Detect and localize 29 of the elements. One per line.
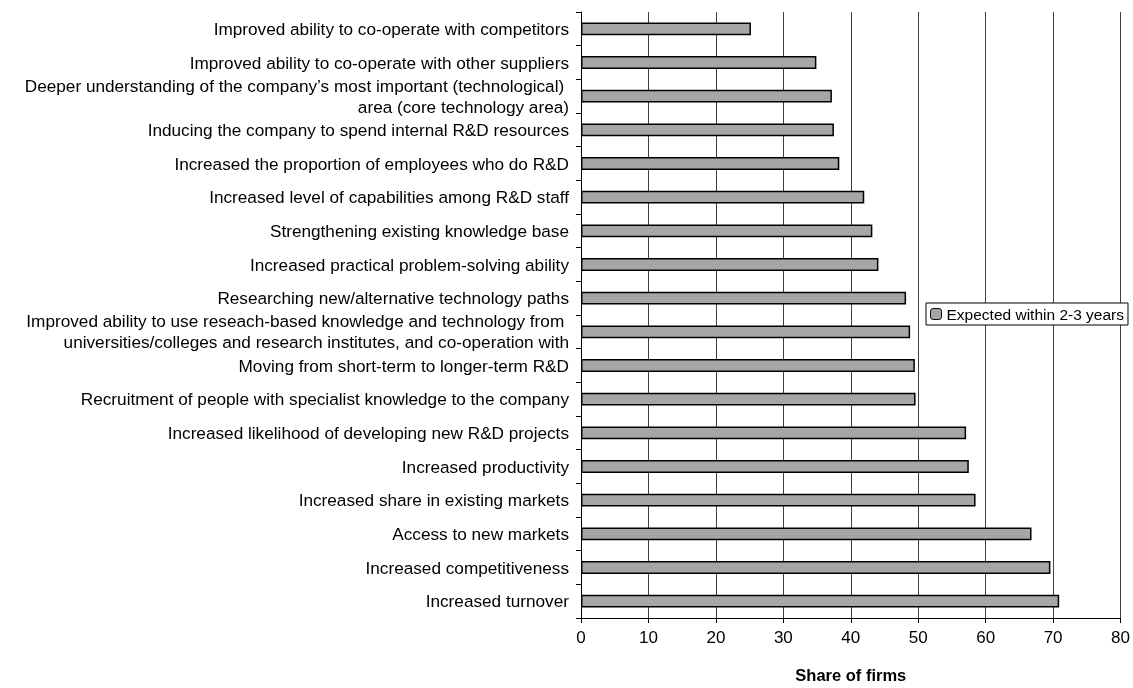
y-tick-label: Inducing the company to spend internal R&D resources: [147, 119, 569, 140]
y-tick-label: Moving from short-term to longer-term R&D: [238, 355, 569, 376]
y-tick-label: Increased level of capabilities among R&D staff: [209, 187, 570, 208]
y-tick-label: Increased practical problem-solving ability: [249, 254, 570, 275]
y-tick-label: Increased competitiveness: [365, 557, 569, 578]
y-tick-label: Deeper understanding of the company’s most important (technological) area (core technology area): [24, 75, 569, 117]
x-tick-label: 0: [576, 628, 586, 647]
x-tick-label: 60: [976, 628, 996, 647]
x-tick-label: 10: [638, 628, 658, 647]
y-tick-label: Increased likelihood of developing new R&D projects: [167, 422, 569, 443]
legend-label: Expected within 2-3 years: [946, 305, 1125, 323]
x-tick-label: 70: [1043, 628, 1063, 647]
y-tick-label: Improved ability to co-operate with competitors: [213, 18, 569, 39]
y-tick-label: Strengthening existing knowledge base: [269, 220, 569, 241]
x-tick-label: 20: [706, 628, 726, 647]
y-tick-label: Improved ability to co-operate with other suppliers: [189, 52, 569, 73]
y-tick-label: Recruitment of people with specialist knowledge to the company: [80, 389, 570, 410]
y-tick-label: Improved ability to use reseach-based knowledge and technology from universities/colleges and research institutes, and co-operation with: [26, 311, 569, 353]
y-tick-label: Increased share in existing markets: [298, 490, 569, 511]
x-tick-label: 50: [908, 628, 928, 647]
y-tick-label: Researching new/alternative technology paths: [217, 288, 569, 309]
y-tick-label: Increased productivity: [401, 456, 570, 477]
y-tick-label: Increased turnover: [425, 591, 570, 612]
x-tick-label: 30: [773, 628, 793, 647]
x-axis-title: Share of firms: [795, 665, 907, 684]
y-tick-label: Increased the proportion of employees who do R&D: [174, 153, 569, 174]
y-tick-label: Access to new markets: [392, 523, 569, 544]
x-tick-label: 80: [1111, 628, 1131, 647]
x-tick-label: 40: [841, 628, 861, 647]
